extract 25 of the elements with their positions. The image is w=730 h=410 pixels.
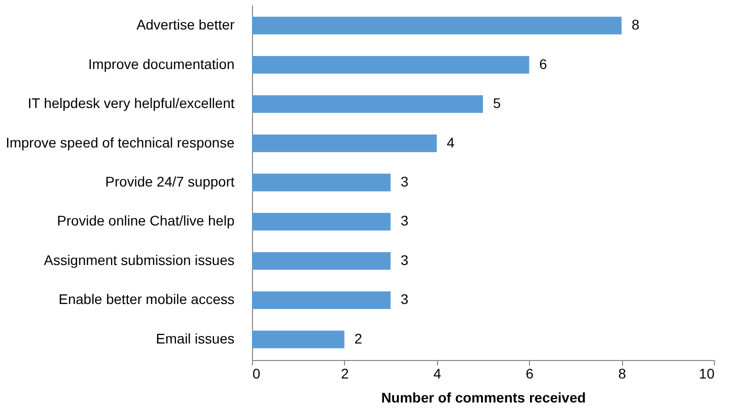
y-tick-label: Improve documentation [88, 56, 234, 72]
y-tick-label: Provide online Chat/live help [57, 212, 235, 229]
y-tick-label: Provide 24/7 support [105, 174, 235, 190]
y-tick-label: Enable better mobile access [58, 291, 234, 308]
data-label: 8 [632, 16, 640, 33]
x-axis-title: Number of comments received [381, 390, 586, 406]
data-label: 4 [446, 134, 455, 150]
data-label: 3 [400, 252, 409, 268]
y-tick-label: Email issues [156, 330, 234, 346]
x-tick-label: 10 [698, 366, 715, 382]
x-tick-label: 2 [341, 366, 349, 382]
y-tick-label: Advertise better [136, 16, 235, 33]
data-label: 5 [493, 95, 501, 112]
data-label: 3 [400, 174, 409, 190]
data-label: 3 [400, 291, 409, 308]
data-label: 2 [354, 330, 362, 346]
x-tick-label: 6 [526, 366, 534, 382]
x-tick-label: 8 [618, 366, 626, 382]
data-label: 3 [400, 212, 409, 229]
y-tick-label: Assignment submission issues [44, 252, 234, 268]
x-tick-label: 0 [252, 366, 260, 382]
y-tick-label: IT helpdesk very helpful/excellent [28, 95, 235, 112]
data-label: 6 [539, 56, 548, 72]
y-tick-label: Improve speed of technical response [6, 134, 235, 150]
x-tick-label: 4 [433, 366, 442, 382]
